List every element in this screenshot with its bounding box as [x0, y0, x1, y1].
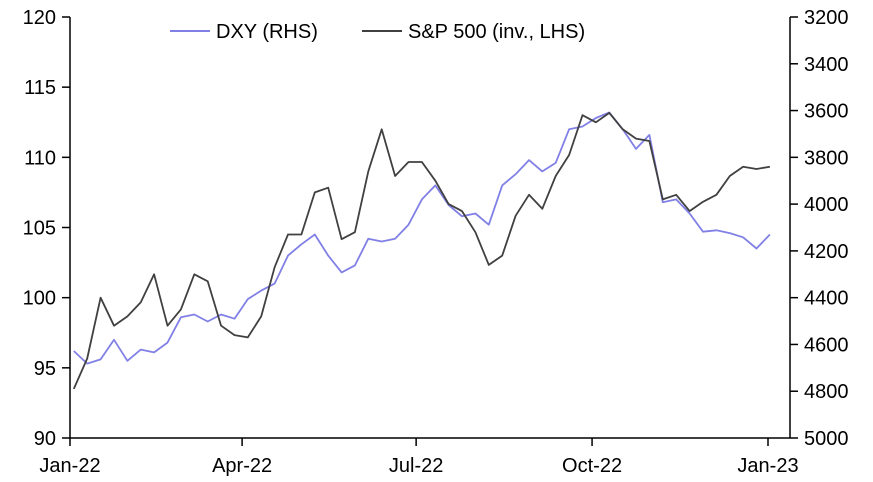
right-tick-label: 4000	[804, 194, 849, 216]
right-tick-label: 3600	[804, 101, 849, 123]
x-tick-label: Oct-22	[562, 455, 622, 477]
left-tick-label: 105	[23, 218, 56, 240]
right-tick-label: 3400	[804, 54, 849, 76]
x-tick-label: Jul-22	[389, 455, 443, 477]
right-axis-ticks: 3200 3400 3600 3800 4000 4200 4400 4600 4800 5000	[790, 7, 849, 450]
legend-label-dxy: DXY (RHS)	[216, 21, 318, 43]
left-tick-label: 100	[23, 288, 56, 310]
x-tick-label: Jan-22	[39, 455, 100, 477]
left-tick-label: 120	[23, 7, 56, 29]
x-tick-label: Jan-23	[737, 455, 798, 477]
right-tick-label: 4400	[804, 288, 849, 310]
axes	[69, 17, 791, 439]
series-layer	[72, 111, 771, 390]
left-tick-label: 115	[24, 77, 56, 99]
left-axis-ticks: 90 95 100 105 110 115 120	[23, 7, 70, 450]
left-tick-label: 90	[34, 428, 56, 450]
right-tick-label: 3200	[804, 7, 849, 29]
x-tick-label: Apr-22	[212, 455, 272, 477]
right-tick-label: 4800	[804, 381, 849, 403]
series-line-sp500	[72, 112, 771, 390]
left-tick-label: 95	[34, 358, 56, 380]
right-tick-label: 5000	[804, 428, 849, 450]
right-tick-label: 4600	[804, 334, 849, 356]
legend: DXY (RHS) S&P 500 (inv., LHS)	[170, 21, 585, 43]
legend-label-sp500: S&P 500 (inv., LHS)	[408, 21, 585, 43]
x-axis-ticks: Jan-22 Apr-22 Jul-22 Oct-22 Jan-23	[39, 438, 799, 477]
right-tick-label: 4200	[804, 241, 849, 263]
series-line-dxy	[73, 111, 771, 365]
right-tick-label: 3800	[804, 147, 849, 169]
left-tick-label: 110	[24, 147, 56, 169]
